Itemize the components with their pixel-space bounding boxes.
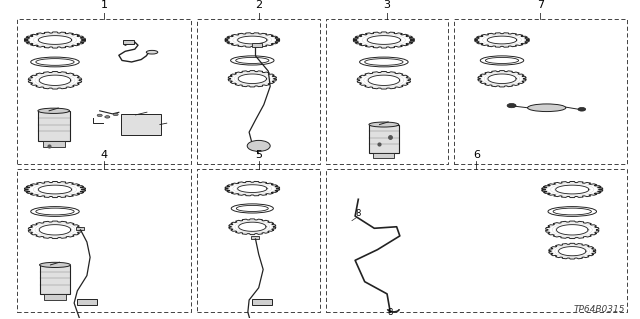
Text: 3: 3 — [383, 0, 390, 10]
Ellipse shape — [38, 108, 70, 114]
FancyBboxPatch shape — [38, 111, 70, 141]
Ellipse shape — [369, 122, 399, 127]
FancyBboxPatch shape — [121, 114, 161, 135]
FancyBboxPatch shape — [251, 236, 259, 239]
Text: 8: 8 — [387, 308, 392, 317]
FancyBboxPatch shape — [373, 153, 394, 158]
Text: 5: 5 — [255, 150, 262, 160]
Text: 4: 4 — [100, 150, 108, 160]
Ellipse shape — [40, 262, 70, 268]
FancyBboxPatch shape — [77, 299, 97, 305]
Text: 6: 6 — [473, 150, 480, 160]
Text: 2: 2 — [255, 0, 262, 10]
Text: 7: 7 — [537, 0, 544, 10]
FancyBboxPatch shape — [369, 124, 399, 153]
FancyBboxPatch shape — [44, 294, 66, 300]
Circle shape — [105, 116, 110, 118]
FancyBboxPatch shape — [43, 141, 65, 146]
Text: TP64B0315: TP64B0315 — [573, 305, 625, 314]
FancyBboxPatch shape — [252, 43, 262, 47]
Ellipse shape — [527, 104, 566, 112]
Text: 1: 1 — [100, 0, 108, 10]
Circle shape — [578, 108, 586, 111]
FancyBboxPatch shape — [123, 40, 134, 44]
Circle shape — [247, 140, 270, 152]
Circle shape — [97, 114, 102, 117]
Text: 8: 8 — [355, 209, 360, 218]
Circle shape — [507, 103, 516, 108]
FancyBboxPatch shape — [76, 227, 84, 230]
Circle shape — [113, 113, 118, 116]
FancyBboxPatch shape — [252, 299, 272, 305]
Ellipse shape — [147, 50, 158, 54]
FancyBboxPatch shape — [40, 265, 70, 294]
